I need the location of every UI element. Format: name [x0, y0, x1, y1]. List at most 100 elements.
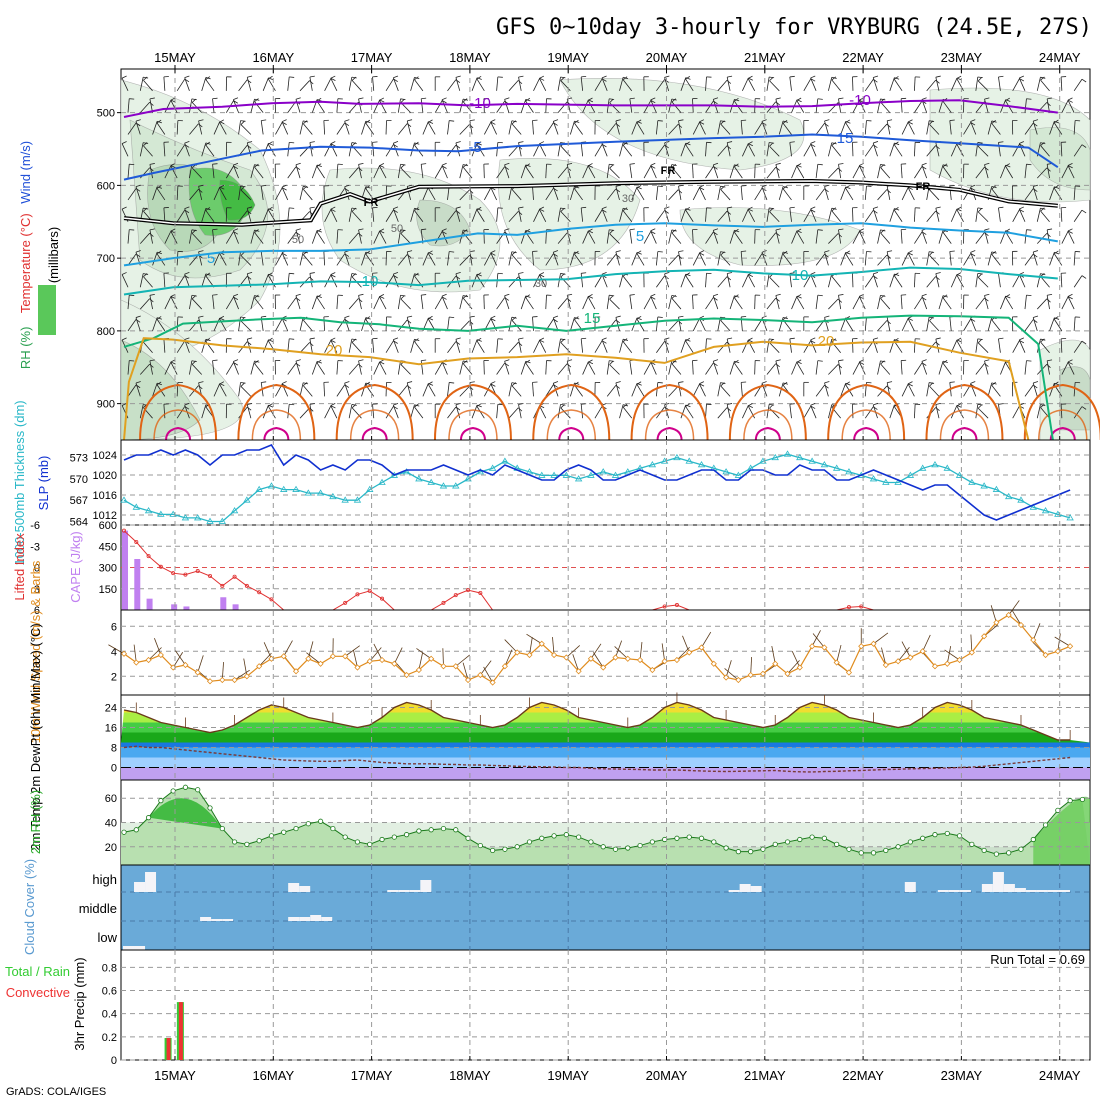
- wind-barb-flag: [504, 97, 510, 100]
- wind-barb-flag: [135, 119, 141, 122]
- wind-barb-flag: [289, 403, 295, 406]
- svg-text:(millibars): (millibars): [46, 227, 61, 283]
- wind-barb-flag: [191, 295, 197, 300]
- wind-barb: [742, 77, 749, 91]
- wind-barb-flag: [198, 119, 204, 122]
- wind-barb: [680, 273, 687, 288]
- precip-tick-label: 0.6: [102, 986, 117, 998]
- wind-speed-point: [157, 651, 164, 659]
- wind-barb: [712, 164, 719, 179]
- rh-contour-label: 30: [535, 278, 547, 290]
- wind-barb-flag: [880, 360, 886, 363]
- wind-barb-flag: [525, 163, 531, 167]
- rh-point: [735, 849, 741, 855]
- pressure-tick-label: 800: [97, 326, 115, 338]
- wind-barb-flag: [587, 228, 593, 232]
- wind-barb-flag: [504, 228, 510, 231]
- wind-barb: [135, 121, 141, 135]
- wind-speed-point: [489, 679, 496, 686]
- wind-barb: [476, 209, 485, 222]
- wind-barb-flag: [796, 163, 802, 167]
- wind-barb: [815, 188, 825, 201]
- wind-barb: [184, 143, 190, 157]
- thickness-point: [304, 489, 313, 496]
- wind-barb-flag: [156, 250, 162, 255]
- wind-barb: [267, 78, 276, 92]
- wind-barb: [336, 253, 346, 266]
- wind-barb: [392, 339, 399, 353]
- wind-barb: [434, 100, 443, 113]
- wind-barb: [511, 189, 522, 201]
- wind-barb: [864, 79, 874, 92]
- wind-speed-point: [600, 664, 607, 671]
- wind-barb-flag: [929, 382, 935, 384]
- wind-barb-flag: [1054, 185, 1059, 189]
- wind-barb: [984, 99, 989, 113]
- wind-barb-flag: [511, 251, 517, 254]
- wind-barb: [734, 166, 743, 179]
- wind-barb-flag: [831, 76, 837, 81]
- wind-barb-flag: [837, 298, 842, 303]
- wind-barb: [740, 251, 743, 266]
- cloud-bar: [288, 917, 300, 921]
- wind-barb: [557, 232, 568, 244]
- wind-barb-flag: [309, 272, 315, 274]
- rh-point: [379, 836, 385, 843]
- wind-barb: [601, 77, 608, 91]
- wind-barb: [569, 251, 575, 266]
- rh-point: [305, 821, 311, 827]
- isotherm-label: 20: [818, 333, 835, 350]
- wind-barb-flag: [330, 272, 336, 276]
- wind-barb-flag: [699, 381, 705, 385]
- wind-speed-point: [870, 640, 877, 647]
- wind-barb-flag: [838, 228, 844, 231]
- date-label-top: 22MAY: [842, 50, 884, 65]
- thickness-point: [255, 485, 263, 492]
- rh-point: [870, 850, 877, 856]
- wind-barb: [900, 229, 903, 244]
- wind-barb: [225, 231, 234, 244]
- wind-barb-flag: [650, 293, 656, 297]
- wind-barb-flag: [650, 230, 656, 235]
- wind-barb: [219, 383, 227, 397]
- cloud-bar: [398, 890, 410, 892]
- wind-barb-flag: [1026, 294, 1032, 297]
- wind-barb: [262, 208, 269, 222]
- cloud-ylabel: Cloud Cover (%): [22, 859, 37, 955]
- thickness-point: [218, 517, 227, 524]
- wind-barb: [476, 78, 485, 92]
- wind-barb: [447, 382, 450, 397]
- wind-barb-10m: [639, 642, 643, 661]
- wind-barb-flag: [365, 186, 371, 189]
- wind-barb: [372, 76, 375, 91]
- wind-barb: [740, 120, 743, 135]
- wind-barb: [886, 317, 891, 331]
- isotherm-30: [349, 409, 400, 441]
- wind-barb-flag: [351, 338, 357, 343]
- wind-barb: [1060, 142, 1063, 157]
- wind-barb-flag: [1068, 165, 1073, 169]
- wind-barb: [926, 120, 930, 135]
- wind-barb-flag: [949, 381, 955, 383]
- wind-speed-point: [784, 670, 791, 677]
- wind-barb: [740, 382, 743, 397]
- wind-barb-flag: [880, 294, 886, 297]
- wind-barb: [496, 338, 499, 353]
- wind-barb-flag: [344, 315, 350, 319]
- rh-point: [367, 841, 373, 847]
- wind-barb: [201, 142, 207, 157]
- wind-barb: [240, 255, 252, 266]
- wind-barb-flag: [574, 250, 579, 255]
- wind-barb: [975, 297, 985, 310]
- wind-barb: [336, 164, 339, 179]
- wind-barb: [789, 76, 792, 91]
- wind-barb-flag: [998, 206, 1004, 209]
- wind-barb-flag: [929, 316, 935, 319]
- wind-speed-point: [415, 666, 422, 674]
- rh-point: [268, 833, 275, 839]
- wind-barb-flag: [393, 271, 399, 275]
- wind-barb: [769, 342, 780, 353]
- wind-tick-label: 6: [111, 621, 117, 633]
- wind-barb: [1073, 185, 1076, 200]
- wind-barb-flag: [427, 119, 433, 123]
